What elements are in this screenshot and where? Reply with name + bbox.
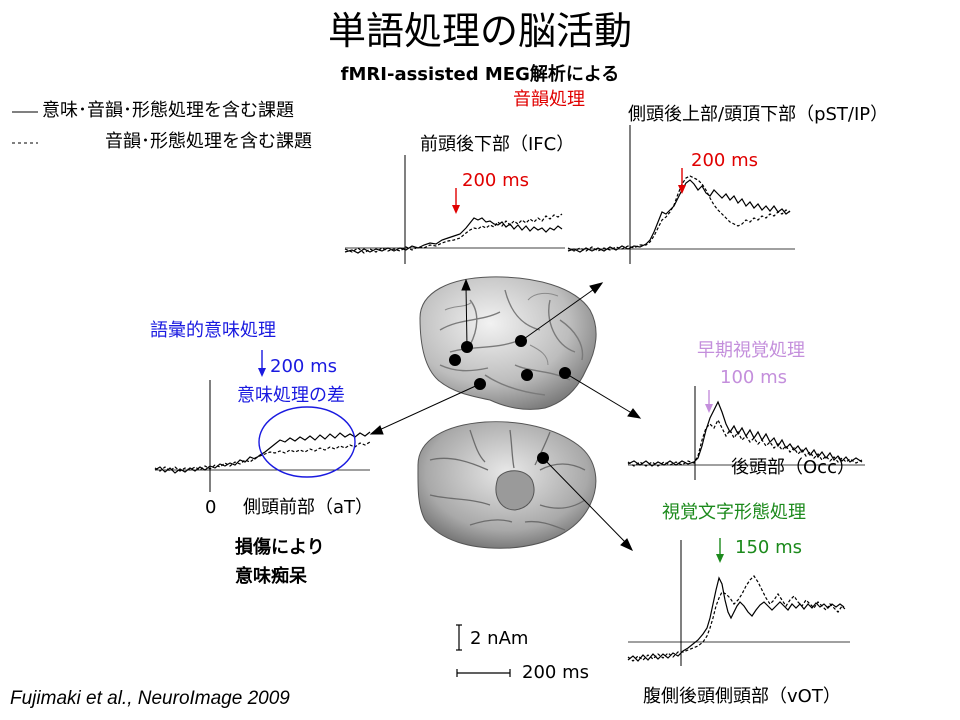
- occ-dashed-trace: [627, 418, 863, 467]
- lexical-semantic-label: 語彙的意味処理: [150, 320, 276, 341]
- ifc-region-label: 前頭後下部（IFC）: [420, 134, 575, 155]
- pst-dashed-trace: [567, 175, 791, 252]
- at-region-label: 側頭前部（aT）: [243, 497, 374, 518]
- legend-solid-label: 意味･音韻･形態処理を含む課題: [42, 100, 294, 121]
- pst-solid-trace: [567, 179, 791, 253]
- mid-temporal-dot: [521, 369, 533, 381]
- vot-waveform-plot: [627, 538, 850, 666]
- brain-ventral-image: [417, 421, 597, 549]
- page-title: 単語処理の脳活動: [327, 9, 632, 53]
- ifc-waveform-plot: [344, 155, 565, 264]
- ifc-dot-2: [449, 354, 461, 366]
- phonological-processing-label: 音韻処理: [513, 89, 585, 110]
- occ-solid-trace: [627, 400, 863, 467]
- ifc-solid-trace: [344, 217, 563, 254]
- vot-dashed-trace: [627, 575, 847, 662]
- legend-dashed-label: 音韻･形態処理を含む課題: [105, 131, 312, 152]
- citation: Fujimaki et al., NeuroImage 2009: [10, 688, 290, 709]
- orthographic-label: 視覚文字形態処理: [662, 502, 806, 523]
- semantic-difference-label: 意味処理の差: [237, 385, 345, 406]
- pst-latency-label: 200 ms: [691, 150, 758, 171]
- ifc-dashed-trace: [344, 213, 563, 254]
- vot-latency-label: 150 ms: [735, 537, 802, 558]
- at-solid-trace: [154, 431, 371, 474]
- vot-solid-trace: [627, 576, 845, 662]
- page-subtitle: fMRI-assisted MEG解析による: [340, 64, 620, 85]
- at-dashed-trace: [154, 441, 371, 472]
- occ-waveform-plot: [627, 386, 865, 480]
- vot-region-label: 腹側後頭側頭部（vOT）: [643, 686, 841, 707]
- at-waveform-plot: [154, 350, 371, 492]
- early-visual-label: 早期視覚処理: [697, 340, 805, 361]
- connector-arrows: [369, 278, 642, 552]
- semantic-difference-ellipse: [258, 406, 356, 478]
- occ-latency-label: 100 ms: [720, 367, 787, 388]
- lesion-note-line2: 意味痴呆: [235, 566, 307, 587]
- scale-bars: [456, 624, 511, 677]
- at-latency-label: 200 ms: [270, 356, 337, 377]
- at-zero-tick-label: 0: [205, 497, 217, 518]
- pst-region-label: 側頭後上部/頭頂下部（pST/IP）: [628, 104, 889, 125]
- pst-waveform-plot: [567, 125, 795, 264]
- ifc-latency-label: 200 ms: [462, 170, 529, 191]
- scale-amplitude-label: 2 nAm: [470, 628, 529, 649]
- occ-region-label: 後頭部（Occ）: [731, 457, 855, 478]
- scale-time-label: 200 ms: [522, 662, 589, 683]
- brain-lateral-image: [419, 276, 597, 410]
- lesion-note-line1: 損傷により: [235, 537, 325, 558]
